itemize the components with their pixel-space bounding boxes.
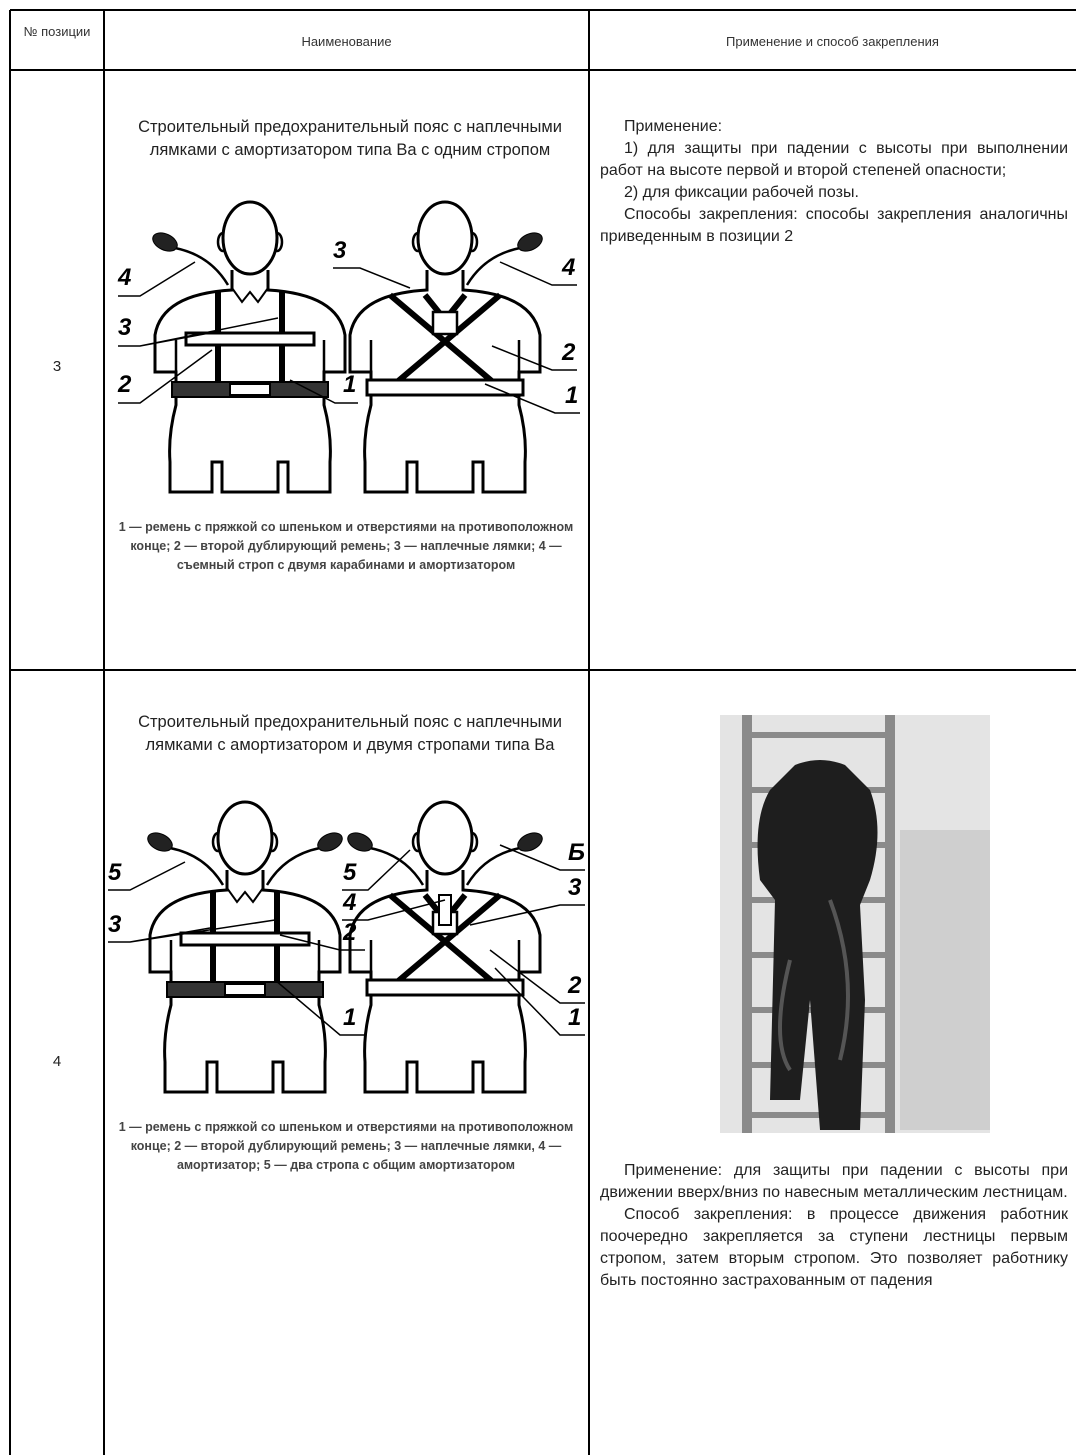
figure-label: 2 xyxy=(117,371,132,398)
item-title: Строительный предохранительный пояс с на… xyxy=(138,713,562,754)
figure-back xyxy=(343,802,547,1092)
figure-label: 3 xyxy=(568,874,582,901)
figure-label: 5 xyxy=(108,859,122,886)
leader-lines xyxy=(118,261,580,414)
figure-label: 3 xyxy=(333,237,347,264)
figure-label: 1 xyxy=(343,1004,356,1031)
row-number: 4 xyxy=(52,1053,62,1070)
paragraph: 2) для фиксации рабочей позы. xyxy=(624,184,859,201)
paragraph: Применение: для защиты при падении с выс… xyxy=(600,1162,1068,1201)
caption: 1 — ремень с пряжкой со шпеньком и отвер… xyxy=(118,520,574,572)
figure-label: 4 xyxy=(342,889,356,916)
header-application: Применение и способ закрепления xyxy=(726,34,939,49)
figure-label: 4 xyxy=(117,264,131,291)
figure-label: Б xyxy=(568,839,585,866)
photo xyxy=(720,715,990,1133)
figure-label: 5 xyxy=(343,859,357,886)
figure-front xyxy=(148,202,345,492)
figure-label: 2 xyxy=(567,972,582,999)
figure-front xyxy=(143,802,347,1092)
paragraphs: Применение: для защиты при падении с выс… xyxy=(600,1160,1068,1292)
header-number: № позиции xyxy=(23,24,91,39)
paragraph: Способ закрепления: в процессе движения … xyxy=(600,1206,1068,1289)
figure-back xyxy=(350,202,547,492)
table-lines xyxy=(9,9,1076,1455)
header-name: Наименование xyxy=(301,34,392,49)
paragraph: 1) для защиты при падении с высоты при в… xyxy=(600,140,1068,179)
paragraph: Способы закрепления: способы закрепления… xyxy=(600,206,1068,245)
figure-label: 1 xyxy=(343,371,356,398)
caption: 1 — ремень с пряжкой со шпеньком и отвер… xyxy=(118,1120,574,1172)
figure-label: 3 xyxy=(118,314,132,341)
leader-lines xyxy=(108,844,585,1036)
figure-label: 1 xyxy=(565,382,578,409)
figure-label: 2 xyxy=(561,339,576,366)
figure-label: 3 xyxy=(108,911,122,938)
row-number: 3 xyxy=(52,358,62,375)
paragraph: Применение: xyxy=(624,118,723,135)
figure-label: 4 xyxy=(561,254,575,281)
paragraphs: Применение: 1) для защиты при падении с в… xyxy=(600,116,1068,248)
figure-label: 2 xyxy=(342,919,357,946)
figure-label: 1 xyxy=(568,1004,581,1031)
item-title: Строительный предохранительный пояс с на… xyxy=(138,118,562,159)
